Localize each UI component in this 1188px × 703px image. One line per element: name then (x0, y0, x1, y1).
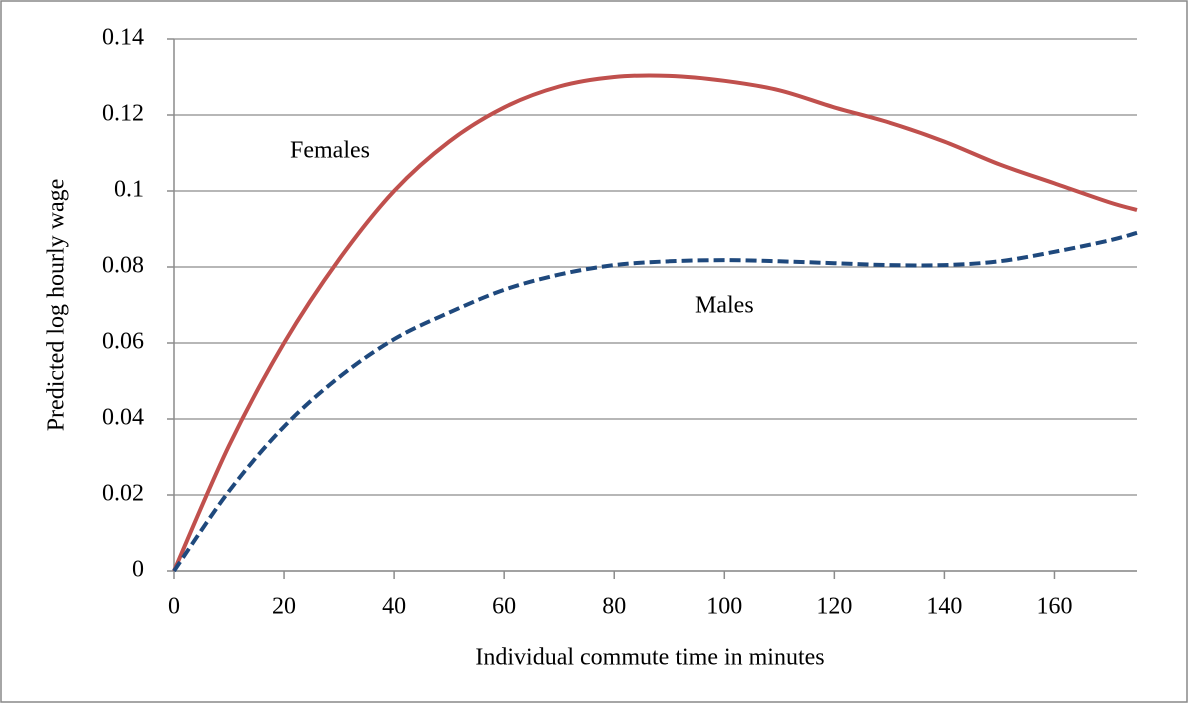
x-tick-label: 140 (926, 594, 962, 620)
y-tick-label: 0.08 (102, 253, 144, 279)
series-line (172, 230, 1138, 573)
annotation: Females (290, 138, 370, 164)
plot-area: 0 0.02 0.04 0.06 0.08 0.1 0.12 0.14 0 20 40 60 80 100… (102, 25, 1138, 620)
x-tick-label: 120 (816, 594, 852, 620)
x-tick-label: 80 (602, 594, 626, 620)
y-tick-label: 0.06 (102, 329, 144, 355)
y-tick-label: 0.1 (114, 177, 144, 203)
x-tick-label: 20 (272, 594, 296, 620)
x-tick-label: 100 (706, 594, 742, 620)
series-line (172, 73, 1138, 572)
x-tick-label: 60 (492, 594, 516, 620)
y-tick-label: 0.14 (102, 25, 144, 51)
x-tick-label: 160 (1036, 594, 1072, 620)
y-axis-title: Predicted log hourly wage (44, 179, 70, 432)
y-tick-label: 0 (132, 557, 144, 583)
x-tick-label: 40 (382, 594, 406, 620)
y-tick-label: 0.04 (102, 405, 144, 431)
y-tick-label: 0.12 (102, 101, 144, 127)
annotation: Males (695, 293, 754, 319)
y-tick-label: 0.02 (102, 481, 144, 507)
x-axis-title: Individual commute time in minutes (475, 645, 824, 671)
x-tick-label: 0 (168, 594, 180, 620)
